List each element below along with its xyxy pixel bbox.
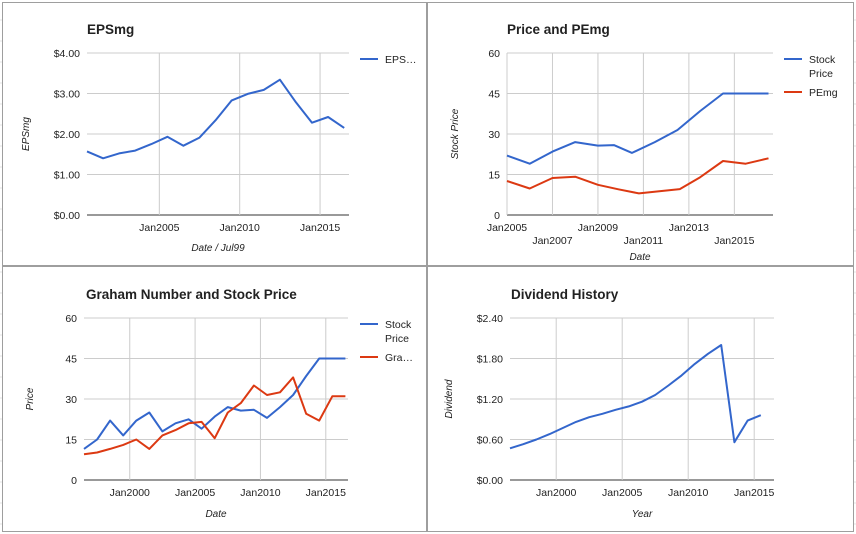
pricepe-x-tick-label: Jan2007	[532, 235, 572, 247]
eps-chart-title: EPSmg	[87, 22, 134, 37]
dividend-chart: Dividend History $0.00 $0.60 $1.20 $1.80 $2.4…	[444, 287, 774, 520]
graham-y-tick-label: 0	[71, 475, 77, 487]
pricepe-y-tick-label: 15	[488, 170, 500, 182]
eps-x-tick-label: Jan2015	[300, 222, 340, 234]
graham-x-axis-label: Date	[205, 509, 227, 520]
graham-y-tick-label: 30	[65, 394, 77, 406]
dividend-x-axis-label: Year	[632, 509, 653, 520]
graham-x-tick-label: Jan2010	[240, 487, 280, 499]
eps-y-tick-label: $3.00	[54, 89, 80, 101]
pricepe-series-line-2	[506, 157, 769, 195]
graham-x-tick-label: Jan2015	[306, 487, 346, 499]
graham-y-axis-label: Price	[25, 387, 36, 410]
price-pe-chart-panel: Price and PEmg 0 15 30 45 60 Jan2005 Jan2007 Jan…	[427, 2, 854, 266]
eps-y-tick-label: $2.00	[54, 129, 80, 141]
pricepe-chart-title: Price and PEmg	[507, 22, 610, 37]
dividend-chart-title: Dividend History	[511, 287, 619, 302]
graham-y-tick-label: 15	[65, 435, 77, 447]
graham-chart-panel: Graham Number and Stock Price 0 15 30 45 60 Ja…	[2, 266, 427, 532]
dividend-x-tick-label: Jan2010	[668, 487, 708, 499]
graham-legend-label: Price	[385, 333, 409, 345]
pricepe-legend-label: Price	[809, 68, 833, 80]
pricepe-x-tick-label: Jan2009	[578, 222, 618, 234]
pricepe-y-tick-label: 45	[488, 89, 500, 101]
dividend-y-tick-label: $1.20	[477, 394, 503, 406]
graham-y-tick-label: 45	[65, 354, 77, 366]
pricepe-x-tick-label: Jan2015	[714, 235, 754, 247]
graham-x-tick-label: Jan2005	[175, 487, 215, 499]
pricepe-y-tick-label: 30	[488, 129, 500, 141]
graham-x-tick-label: Jan2000	[110, 487, 150, 499]
eps-x-tick-label: Jan2005	[139, 222, 179, 234]
dividend-x-tick-label: Jan2005	[602, 487, 642, 499]
graham-chart: Graham Number and Stock Price 0 15 30 45 60 Ja…	[25, 287, 413, 520]
graham-series-line-1	[83, 357, 346, 450]
price-pe-chart: Price and PEmg 0 15 30 45 60 Jan2005 Jan2007 Jan…	[450, 22, 838, 263]
eps-y-tick-label: $4.00	[54, 48, 80, 60]
dividend-chart-panel: Dividend History $0.00 $0.60 $1.20 $1.80 $2.4…	[427, 266, 854, 532]
dividend-y-tick-label: $1.80	[477, 354, 503, 366]
pricepe-x-tick-label: Jan2011	[624, 235, 664, 247]
pricepe-x-tick-label: Jan2005	[487, 222, 527, 234]
eps-x-tick-label: Jan2010	[220, 222, 260, 234]
pricepe-x-tick-label: Jan2013	[669, 222, 709, 234]
dividend-series-line-1	[509, 344, 762, 450]
eps-y-tick-label: $0.00	[54, 210, 80, 222]
pricepe-y-tick-label: 0	[494, 210, 500, 222]
pricepe-series-line-1	[506, 92, 769, 165]
eps-legend-label: EPS…	[385, 54, 417, 66]
eps-y-tick-label: $1.00	[54, 170, 80, 182]
graham-chart-title: Graham Number and Stock Price	[86, 287, 297, 302]
dividend-y-tick-label: $2.40	[477, 313, 503, 325]
dividend-x-tick-label: Jan2015	[734, 487, 774, 499]
dividend-y-axis-label: Dividend	[444, 379, 455, 418]
eps-chart-panel: EPSmg $0.00 $1.00 $2.00 $3.00 $4.00 Jan2005 Jan…	[2, 2, 427, 266]
graham-y-tick-label: 60	[65, 313, 77, 325]
pricepe-legend-label: PEmg	[809, 87, 838, 99]
eps-series-line-1	[86, 78, 345, 160]
pricepe-y-axis-label: Stock Price	[450, 108, 461, 159]
pricepe-x-axis-label: Date	[629, 252, 651, 263]
eps-x-axis-label: Date / Jul99	[191, 243, 245, 254]
graham-legend-label: Stock	[385, 319, 412, 331]
eps-y-axis-label: EPSmg	[21, 117, 32, 151]
eps-chart: EPSmg $0.00 $1.00 $2.00 $3.00 $4.00 Jan2005 Jan…	[21, 22, 417, 254]
graham-series-line-2	[83, 376, 346, 456]
pricepe-y-tick-label: 60	[488, 48, 500, 60]
pricepe-legend-label: Stock	[809, 54, 836, 66]
dividend-x-tick-label: Jan2000	[536, 487, 576, 499]
dividend-y-tick-label: $0.60	[477, 435, 503, 447]
dividend-y-tick-label: $0.00	[477, 475, 503, 487]
graham-legend-label: Gra…	[385, 352, 413, 364]
